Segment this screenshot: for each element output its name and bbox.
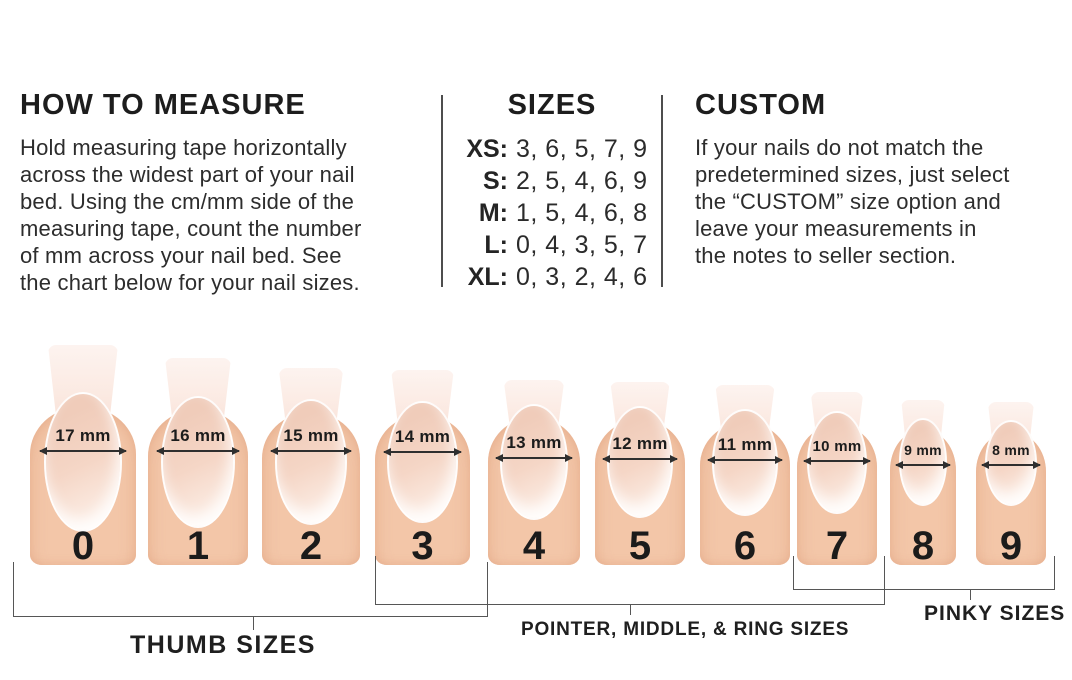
nail-plate <box>985 420 1037 506</box>
thumb-sizes-label: THUMB SIZES <box>130 631 316 659</box>
column-divider <box>661 95 663 287</box>
nail-measurement: 8 mm <box>981 442 1042 469</box>
column-divider <box>441 95 443 287</box>
measurement-value: 17 mm <box>55 426 111 445</box>
nail-measurement: 17 mm <box>38 426 128 455</box>
nail-item: 14 mm 3 <box>375 330 470 568</box>
nail-size-number: 1 <box>186 524 210 568</box>
size-row-label: L: <box>484 231 508 260</box>
nail-item: 13 mm 4 <box>488 330 580 568</box>
nail-size-number: 0 <box>71 524 95 568</box>
size-row-label: M: <box>478 199 508 228</box>
sizes-section: SIZES XS: 3, 6, 5, 7, 9 S: 2, 5, 4, 6, 9… <box>452 90 652 291</box>
width-arrow-icon <box>382 448 463 456</box>
pinky-bracket <box>793 556 1055 590</box>
thumb-bracket-tick <box>253 616 254 630</box>
width-arrow-icon <box>707 456 783 464</box>
nail-chart: 17 mm 0 16 mm 1 15 mm 2 <box>0 330 1072 680</box>
size-row-label: S: <box>483 167 508 196</box>
width-arrow-icon <box>156 447 240 455</box>
measurement-value: 11 mm <box>717 435 773 454</box>
nail-measurement: 14 mm <box>382 427 463 456</box>
width-arrow-icon <box>602 455 678 463</box>
custom-title: CUSTOM <box>695 89 827 121</box>
size-row-values: 2, 5, 4, 6, 9 <box>516 167 648 196</box>
measurement-value: 14 mm <box>394 427 451 446</box>
nail-plate <box>161 396 235 528</box>
nail-item: 16 mm 1 <box>148 330 248 568</box>
size-row-label: XL: <box>467 263 508 292</box>
nail-size-number: 9 <box>999 524 1023 568</box>
nail-item: 8 mm 9 <box>976 330 1046 568</box>
width-arrow-icon <box>269 447 353 455</box>
nail-plate <box>274 399 348 525</box>
size-row-label: XS: <box>466 135 508 164</box>
sizes-table: XS: 3, 6, 5, 7, 9 S: 2, 5, 4, 6, 9 M: 1,… <box>452 136 652 291</box>
measurement-value: 8 mm <box>992 442 1030 458</box>
width-arrow-icon <box>894 461 952 469</box>
nail-plate <box>499 404 569 520</box>
nail-size-number: 8 <box>911 524 935 568</box>
custom-text: If your nails do not match the predeterm… <box>695 135 1010 269</box>
nail-size-number: 5 <box>628 524 652 568</box>
measurement-value: 10 mm <box>812 438 862 455</box>
how-to-measure-section: HOW TO MEASURE Hold measuring tape horiz… <box>20 90 445 296</box>
measurement-value: 12 mm <box>612 434 668 453</box>
nail-measurement: 12 mm <box>602 434 678 463</box>
nail-item: 17 mm 0 <box>30 330 136 568</box>
thumb-bracket <box>13 562 488 617</box>
sizes-title: SIZES <box>507 89 597 121</box>
pointer-middle-ring-bracket-tick <box>630 604 631 615</box>
nail-item: 11 mm 6 <box>700 330 790 568</box>
width-arrow-icon <box>981 461 1042 469</box>
nail-size-number: 6 <box>733 524 757 568</box>
nail-plate <box>807 411 867 514</box>
nail-size-number: 2 <box>299 524 323 568</box>
nail-measurement: 16 mm <box>156 426 240 455</box>
nail-measurement: 9 mm <box>894 442 952 469</box>
size-row-values: 1, 5, 4, 6, 8 <box>516 199 648 228</box>
nail-item: 15 mm 2 <box>262 330 360 568</box>
width-arrow-icon <box>495 454 574 462</box>
nail-item: 10 mm 7 <box>797 330 877 568</box>
nail-measurement: 10 mm <box>803 438 871 465</box>
nail-size-number: 7 <box>825 524 849 568</box>
measurement-value: 9 mm <box>904 442 942 458</box>
size-row-values: 0, 4, 3, 5, 7 <box>516 231 648 260</box>
nail-measurement: 15 mm <box>269 426 353 455</box>
width-arrow-icon <box>803 457 871 465</box>
nail-plate <box>711 409 779 516</box>
measurement-value: 13 mm <box>506 433 562 452</box>
size-row-values: 3, 6, 5, 7, 9 <box>516 135 648 164</box>
how-to-measure-text: Hold measuring tape horizontally across … <box>20 135 362 296</box>
nail-item: 9 mm 8 <box>890 330 956 568</box>
measurement-value: 16 mm <box>170 426 226 445</box>
measurement-value: 15 mm <box>283 426 339 445</box>
how-to-measure-title: HOW TO MEASURE <box>20 89 306 121</box>
nail-item: 12 mm 5 <box>595 330 685 568</box>
pointer-middle-ring-sizes-label: POINTER, MIDDLE, & RING SIZES <box>521 619 850 640</box>
nail-size-number: 4 <box>522 524 546 568</box>
nail-plate <box>43 392 123 532</box>
custom-section: CUSTOM If your nails do not match the pr… <box>695 90 1067 269</box>
pinky-bracket-tick <box>970 589 971 600</box>
size-row-values: 0, 3, 2, 4, 6 <box>516 263 648 292</box>
nail-plate <box>387 401 458 523</box>
pinky-sizes-label: PINKY SIZES <box>924 602 1066 625</box>
nail-measurement: 11 mm <box>707 435 783 464</box>
nail-size-number: 3 <box>411 524 434 568</box>
nail-plate <box>606 406 674 518</box>
width-arrow-icon <box>38 447 128 455</box>
nail-measurement: 13 mm <box>495 433 574 462</box>
